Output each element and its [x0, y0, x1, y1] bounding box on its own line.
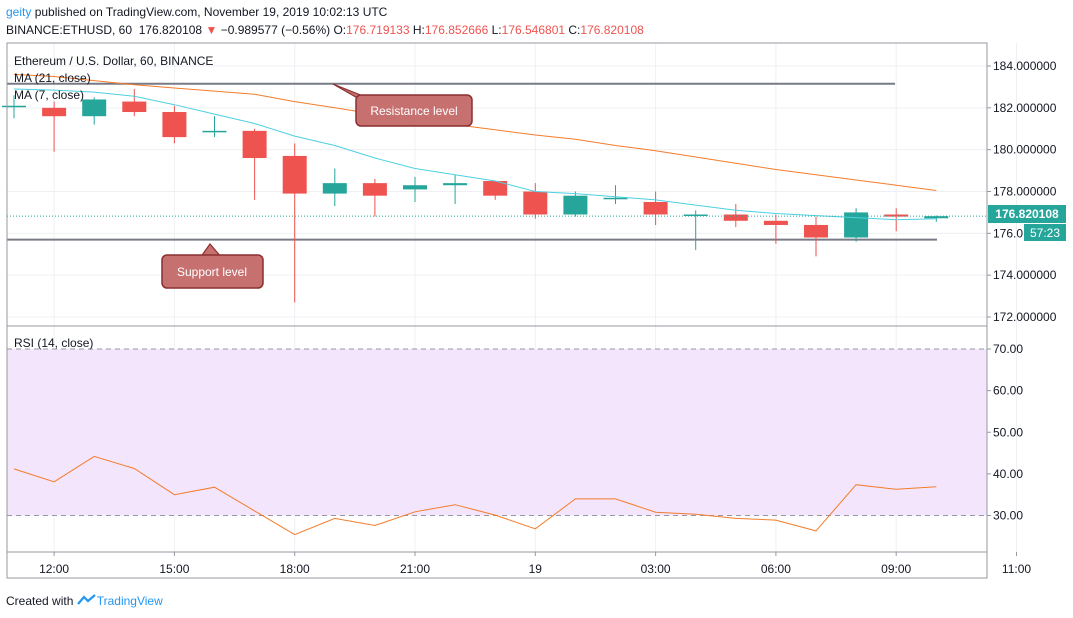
ma7-line	[13, 88, 937, 221]
price-badge: 176.820108 57:23	[988, 205, 1066, 241]
price-tick-label: 178.000000	[993, 185, 1057, 199]
candles	[2, 89, 949, 303]
candle-body	[362, 183, 387, 196]
close-label: C:	[568, 23, 581, 37]
candle-body	[884, 214, 909, 217]
rsi-line	[13, 455, 937, 536]
candle-body	[763, 220, 788, 225]
rsi-tick-label: 50.00	[993, 425, 1023, 439]
candle-body	[403, 185, 427, 190]
rsi-band	[7, 349, 987, 516]
ma7-legend[interactable]: MA (7, close)	[14, 88, 84, 102]
open-value: 176.719133	[346, 23, 410, 37]
ohlc-header: BINANCE:ETHUSD, 60 176.820108 ▼ −0.98957…	[6, 23, 644, 37]
low-value: 176.546801	[501, 23, 566, 37]
resistance-callout[interactable]: Resistance level	[332, 83, 473, 127]
candle-body	[42, 107, 67, 117]
price-tick-label: 184.000000	[993, 59, 1057, 73]
countdown-value: 57:23	[1030, 226, 1060, 240]
candle-body	[563, 195, 588, 215]
support-box	[161, 254, 264, 289]
author-link[interactable]: geity	[6, 5, 32, 19]
rsi-tick-label: 40.00	[993, 467, 1023, 481]
support-label: Support level	[177, 265, 247, 279]
candle-body	[723, 214, 748, 221]
candle-body	[242, 130, 267, 159]
price-tick-label: 174.000000	[993, 268, 1057, 282]
high-label: H:	[412, 23, 425, 37]
level-lines	[7, 82, 937, 241]
time-tick-label: 19	[529, 562, 543, 576]
support-callout[interactable]: Support level	[161, 243, 264, 289]
candle-body	[603, 197, 628, 200]
candle-body	[483, 181, 508, 196]
resistance-label: Resistance level	[370, 104, 457, 118]
low-label: L:	[491, 23, 502, 37]
resistance-box	[355, 94, 473, 127]
chart-frame	[6, 42, 988, 579]
price-axis-labels: 172.000000 174.000000 176.0 178.000000 180.0…	[987, 59, 1057, 324]
price-tick-label: 176.0	[993, 226, 1023, 240]
price-badge-bg	[988, 205, 1066, 223]
rsi-legend[interactable]: RSI (14, close)	[14, 336, 93, 350]
tradingview-logo-icon	[76, 594, 97, 608]
candle-body	[322, 183, 347, 194]
countdown-badge-bg	[1024, 224, 1066, 241]
price-tick-label: 180.000000	[993, 143, 1057, 157]
rsi-tick-label: 60.00	[993, 384, 1023, 398]
time-tick-label: 06:00	[761, 562, 791, 576]
candle-body	[162, 112, 187, 138]
rsi-tick-label: 70.00	[993, 342, 1023, 356]
time-tick-label: 21:00	[400, 562, 430, 576]
candle-body	[443, 183, 468, 186]
candle-body	[924, 216, 949, 219]
publish-info: geity published on TradingView.com, Nove…	[6, 5, 387, 19]
candle-body	[82, 99, 107, 117]
candle-body	[122, 101, 147, 113]
candle-body	[282, 155, 307, 194]
rsi-axis-labels: 30.00 40.00 50.00 60.00 70.00	[987, 342, 1023, 523]
open-label: O:	[333, 23, 347, 37]
candle-body	[2, 105, 26, 108]
chart-title: Ethereum / U.S. Dollar, 60, BINANCE	[14, 54, 213, 68]
time-tick-label: 03:00	[641, 562, 671, 576]
price-change: −0.989577 (−0.56%)	[220, 23, 331, 37]
tradingview-brand[interactable]: TradingView	[96, 594, 163, 608]
candle-body	[202, 130, 227, 133]
ma21-legend[interactable]: MA (21, close)	[14, 71, 91, 85]
created-with-text: Created with	[6, 594, 74, 608]
candle-body	[643, 201, 668, 215]
time-tick-label: 18:00	[280, 562, 310, 576]
price-tick-label: 182.000000	[993, 101, 1057, 115]
footer: Created with TradingView	[6, 594, 163, 608]
candle-body	[523, 191, 548, 215]
time-axis-labels: 12:00 15:00 18:00 21:00 19 03:00 06:00 09:00 11:…	[39, 552, 1031, 576]
candle-body	[804, 224, 828, 238]
price-tick-label: 172.000000	[993, 310, 1057, 324]
close-value: 176.820108	[580, 23, 644, 37]
time-tick-label: 12:00	[39, 562, 69, 576]
rsi-tick-label: 30.00	[993, 509, 1023, 523]
ma21-line	[13, 73, 937, 191]
time-tick-label: 15:00	[159, 562, 189, 576]
high-value: 176.852666	[424, 23, 489, 37]
symbol-label: BINANCE:ETHUSD, 60	[6, 23, 133, 37]
candle-body	[683, 214, 708, 217]
down-arrow-icon: ▼	[205, 23, 218, 37]
price-badge-value: 176.820108	[995, 207, 1059, 221]
time-tick-label: 11:00	[1002, 562, 1031, 576]
publish-text: published on TradingView.com, November 1…	[31, 5, 388, 19]
pane-frames	[6, 42, 988, 579]
time-tick-label: 09:00	[881, 562, 911, 576]
last-price: 176.820108	[138, 23, 203, 37]
